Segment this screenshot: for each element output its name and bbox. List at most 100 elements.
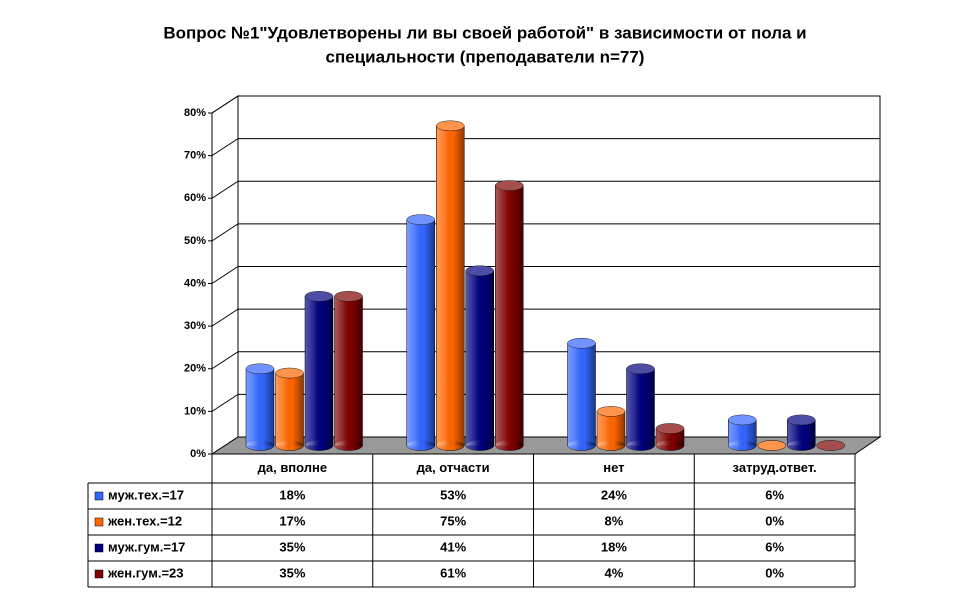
bar-base-shade xyxy=(436,440,465,451)
table-value: 0% xyxy=(765,565,784,580)
bar-shade xyxy=(246,368,274,446)
bar-top xyxy=(245,363,275,375)
bar-top xyxy=(304,291,334,302)
bar-base-shade xyxy=(656,440,684,451)
bar-base-shade xyxy=(334,440,363,451)
bar-top-shade xyxy=(334,291,363,302)
table-value: 6% xyxy=(765,539,784,554)
table-value: 18% xyxy=(601,539,627,554)
y-tick-label: 20% xyxy=(184,363,206,375)
bar-top-shade xyxy=(406,214,435,225)
bar-base-shade xyxy=(728,440,757,451)
bar-top-shade xyxy=(275,368,304,379)
y-tick-label: 40% xyxy=(184,277,206,289)
bar-base-shade xyxy=(787,440,816,451)
legend-swatch xyxy=(94,517,104,527)
table-value: 24% xyxy=(601,487,627,502)
table-value: 0% xyxy=(765,513,784,528)
bar-top-shade xyxy=(495,180,524,191)
x-tick-label: затруд.ответ. xyxy=(733,460,817,475)
bar-top-shade xyxy=(816,440,845,451)
bar-top xyxy=(728,414,757,426)
bar-shade xyxy=(626,368,655,446)
bar-top xyxy=(596,406,626,417)
bar-base-shade xyxy=(597,440,625,451)
bar-top-shade xyxy=(465,265,494,276)
grid-line xyxy=(211,308,239,327)
bar-top xyxy=(436,120,465,132)
bar-shade xyxy=(465,270,494,446)
bar-top xyxy=(275,367,304,379)
bar-base-shade xyxy=(465,440,494,451)
x-tick-label: да, вполне xyxy=(258,460,328,475)
table-value: 75% xyxy=(440,513,466,528)
table-value: 35% xyxy=(279,565,305,580)
bar-base-shade xyxy=(406,440,435,451)
bar-base-shade xyxy=(567,440,596,451)
bar-top xyxy=(655,423,685,434)
table-value: 53% xyxy=(440,487,466,502)
bar-top xyxy=(334,291,363,302)
grid-line xyxy=(211,95,239,114)
y-tick-label: 30% xyxy=(184,320,206,332)
bar-top-shade xyxy=(728,414,757,425)
x-tick-label: нет xyxy=(603,460,624,475)
x-tick-label: да, отчасти xyxy=(417,460,490,475)
bar-top-shade xyxy=(436,120,465,131)
y-tick-label: 80% xyxy=(184,107,206,119)
bar-shade xyxy=(597,411,625,446)
bar-base-shade xyxy=(626,440,655,451)
bar-top-shade xyxy=(787,414,816,425)
bar-shade xyxy=(567,343,596,446)
bar-top xyxy=(465,265,494,276)
bar-top xyxy=(787,414,816,426)
bar-shade xyxy=(334,296,363,446)
table-value: 41% xyxy=(440,539,466,554)
y-tick-label: 60% xyxy=(184,192,206,204)
grid-line xyxy=(211,393,239,412)
y-tick-label: 10% xyxy=(184,405,206,417)
bar-base-shade xyxy=(275,440,304,451)
grid-line xyxy=(211,180,239,199)
bar-top-shade xyxy=(597,406,625,417)
table-value: 8% xyxy=(604,513,623,528)
grid-line xyxy=(211,266,239,284)
table-value: 18% xyxy=(279,487,305,502)
legend-label: жен.гум.=23 xyxy=(107,565,184,580)
grid-line xyxy=(211,351,239,370)
bar-shade xyxy=(275,373,304,446)
table-value: 4% xyxy=(604,565,623,580)
y-tick-label: 70% xyxy=(184,150,206,162)
chart-title: специальности (преподаватели n=77) xyxy=(326,47,645,66)
bar-top xyxy=(406,214,435,225)
legend-label: жен.тех.=12 xyxy=(107,513,182,528)
y-tick-label: 0% xyxy=(190,448,206,460)
bar-top-shade xyxy=(626,363,655,374)
legend-swatch xyxy=(94,569,104,579)
bar-top xyxy=(626,363,655,375)
bar-top-shade xyxy=(246,363,274,374)
legend-swatch xyxy=(94,491,104,501)
table-value: 6% xyxy=(765,487,784,502)
grid-line xyxy=(211,223,239,242)
bar-top xyxy=(567,337,596,349)
bar-shade xyxy=(495,185,524,446)
bar-top xyxy=(757,440,786,451)
bar-top-shade xyxy=(305,291,333,302)
bar-top xyxy=(495,180,524,191)
bar-top-shade xyxy=(656,423,684,434)
legend-label: муж.тех.=17 xyxy=(108,487,184,502)
bar-shade xyxy=(436,125,465,446)
table-value: 35% xyxy=(279,539,305,554)
table-value: 61% xyxy=(440,565,466,580)
bar-base-shade xyxy=(305,440,333,451)
legend-swatch xyxy=(94,543,104,553)
chart-title: Вопрос №1"Удовлетворены ли вы своей рабо… xyxy=(163,23,806,42)
table-value: 17% xyxy=(279,513,305,528)
bar-top-shade xyxy=(567,338,596,349)
bar-top-shade xyxy=(757,440,786,451)
bar-shade xyxy=(305,296,333,446)
bar-base-shade xyxy=(246,440,274,451)
bar-base-shade xyxy=(495,440,524,451)
